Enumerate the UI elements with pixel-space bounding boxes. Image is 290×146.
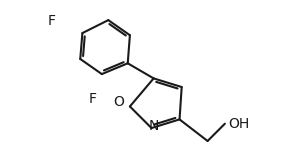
Text: F: F — [88, 92, 97, 106]
Text: O: O — [114, 95, 124, 109]
Text: OH: OH — [228, 117, 249, 131]
Text: N: N — [148, 119, 159, 133]
Text: F: F — [48, 14, 55, 28]
